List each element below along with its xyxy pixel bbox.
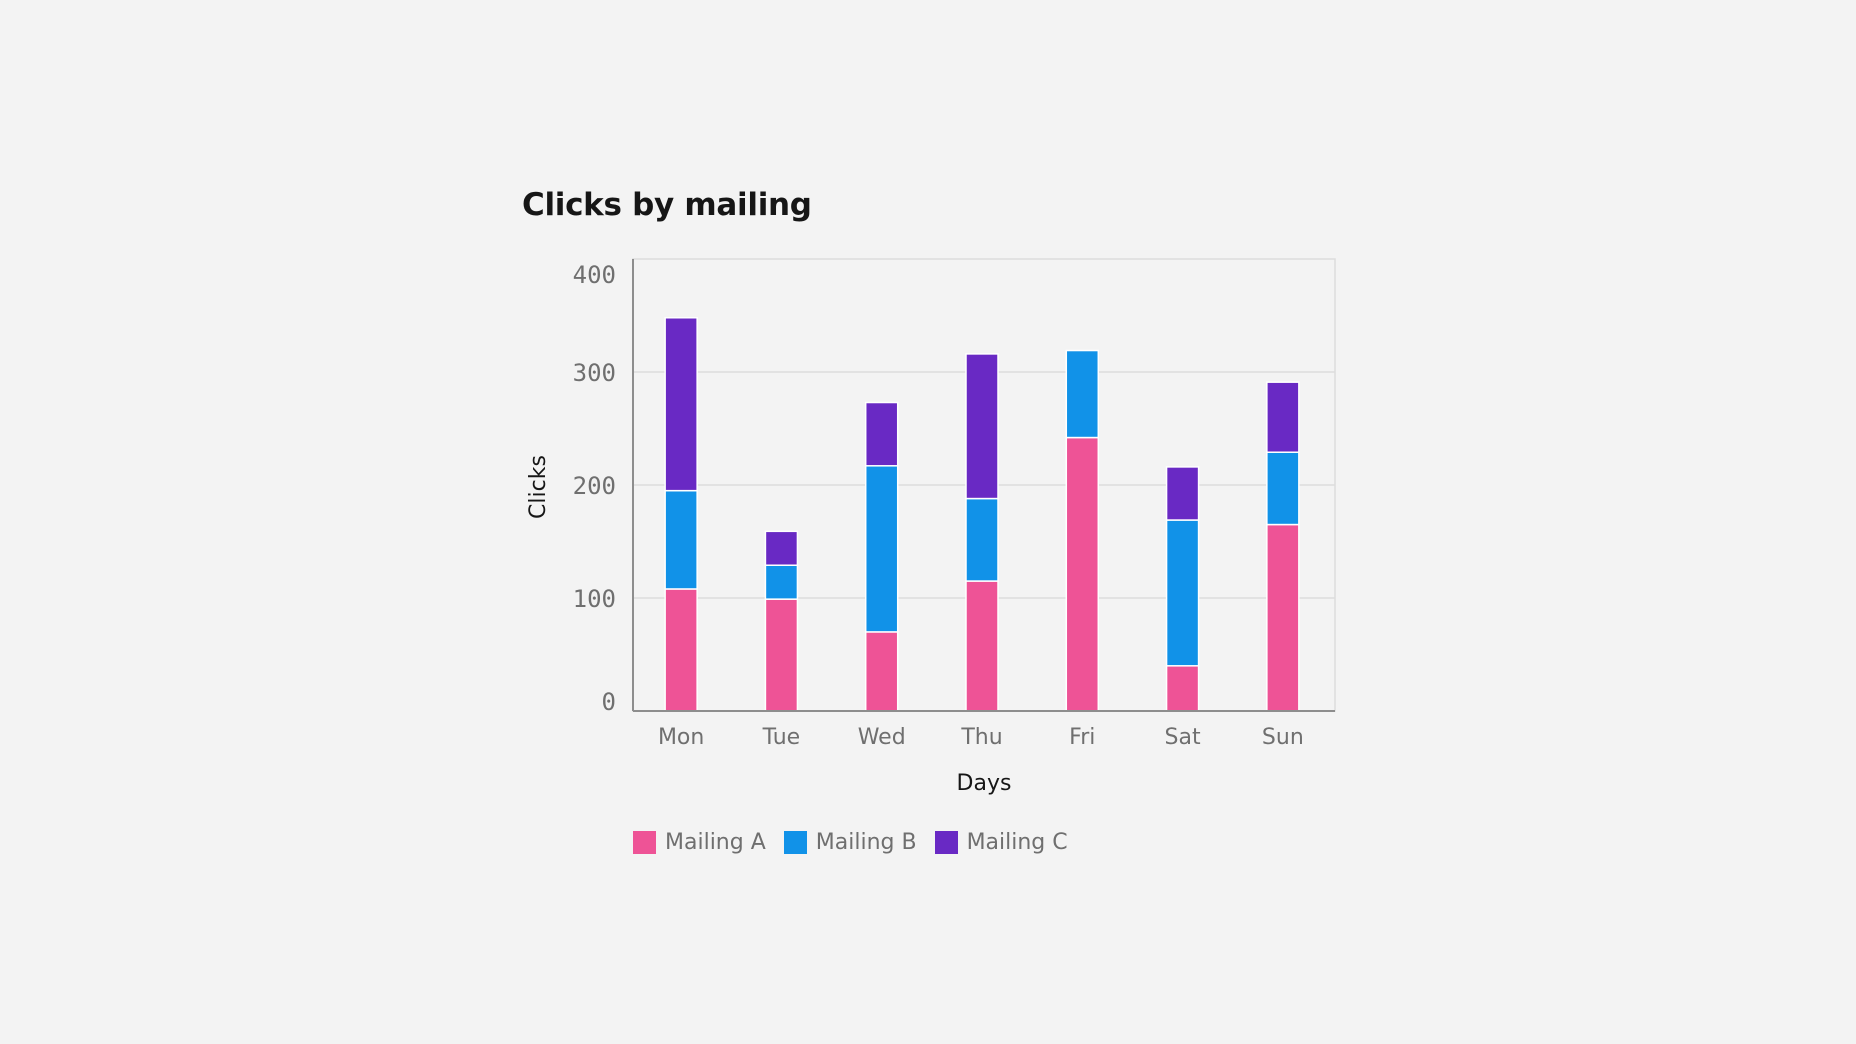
legend-swatch [934, 831, 958, 854]
bar-mailing-c-sat[interactable] [1165, 466, 1200, 521]
bar-mailing-c-sun[interactable] [1266, 381, 1300, 453]
bar-mailing-a-sat[interactable] [1165, 665, 1200, 712]
legend-item-mailing-b[interactable]: Mailing B [783, 830, 917, 855]
legend-label: Mailing B [815, 830, 917, 855]
bars-layer [664, 317, 1300, 712]
chart-title: Clicks by mailing [522, 187, 812, 223]
ticks-layer: 0 100 200 300 400 Mon Tue Wed Thu Fri Sat Sun [573, 261, 1304, 750]
x-axis-label: Days [957, 771, 1012, 796]
x-tick-label: Mon [658, 725, 704, 750]
bar-mailing-a-thu[interactable] [965, 580, 999, 712]
legend-item-mailing-a[interactable]: Mailing A [633, 830, 766, 855]
bar-mailing-a-sun[interactable] [1266, 523, 1300, 712]
y-tick-label: 0 [602, 688, 616, 716]
legend-label: Mailing A [665, 830, 766, 855]
y-tick-label: 100 [573, 585, 616, 613]
x-tick-label: Fri [1069, 725, 1095, 750]
bar-mailing-a-fri[interactable] [1065, 436, 1100, 712]
legend-item-mailing-c[interactable]: Mailing C [934, 830, 1068, 855]
x-tick-label: Sat [1165, 725, 1201, 750]
y-tick-label: 400 [573, 261, 616, 289]
bar-mailing-b-fri[interactable] [1065, 349, 1100, 439]
x-tick-label: Sun [1262, 725, 1304, 750]
bar-mailing-c-mon[interactable] [664, 317, 698, 492]
x-tick-label: Thu [960, 725, 1002, 750]
legend: Mailing A Mailing B Mailing C [633, 830, 1068, 855]
bar-mailing-b-tue[interactable] [764, 564, 799, 600]
bar-mailing-a-mon[interactable] [664, 588, 698, 712]
bar-mailing-c-wed[interactable] [864, 401, 899, 467]
bar-mailing-b-wed[interactable] [864, 465, 899, 633]
bar-mailing-c-thu[interactable] [965, 353, 999, 500]
bar-mailing-b-mon[interactable] [664, 489, 698, 590]
y-tick-label: 200 [573, 472, 616, 500]
x-tick-label: Wed [858, 725, 906, 750]
bar-mailing-b-sat[interactable] [1165, 519, 1200, 667]
bar-mailing-b-thu[interactable] [965, 497, 999, 582]
bar-mailing-b-sun[interactable] [1266, 451, 1300, 526]
y-tick-label: 300 [573, 359, 616, 387]
y-axis-label: Clicks [526, 455, 551, 519]
bar-mailing-a-wed[interactable] [864, 631, 899, 712]
axes-layer [632, 259, 1335, 712]
legend-label: Mailing C [966, 830, 1068, 855]
legend-swatch [783, 831, 807, 854]
bar-mailing-a-tue[interactable] [764, 598, 799, 712]
x-tick-label: Tue [762, 725, 801, 750]
legend-swatch [633, 831, 656, 854]
bar-mailing-c-tue[interactable] [764, 530, 799, 566]
